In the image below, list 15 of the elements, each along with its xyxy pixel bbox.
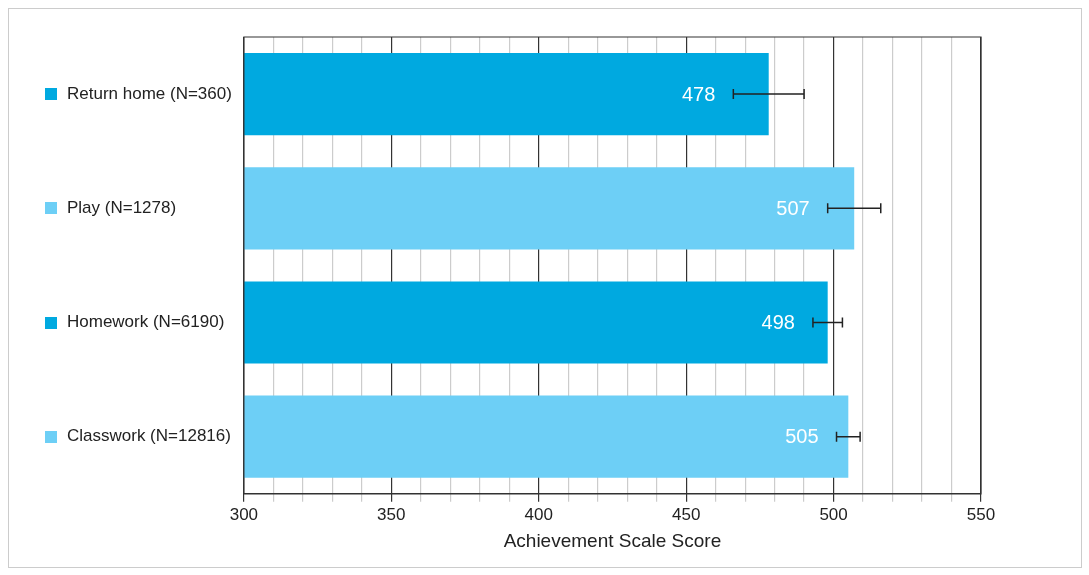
x-tick-label: 400: [524, 504, 553, 524]
x-tick-label: 350: [377, 504, 406, 524]
y-tick-label: Return home (N=360): [67, 83, 232, 103]
x-tick-label: 500: [819, 504, 848, 524]
x-tick-label: 550: [966, 504, 996, 524]
data-label: 478: [681, 82, 716, 105]
x-tick-label: 450: [671, 504, 701, 524]
data-label: 498: [761, 311, 795, 334]
y-tick-label: Play (N=1278): [67, 197, 177, 217]
x-axis-title: Achievement Scale Score: [503, 529, 722, 551]
y-tick-label: Classwork (N=12816): [67, 426, 231, 446]
y-tick-label: Homework (N=6190): [67, 312, 225, 332]
data-label: 505: [785, 425, 819, 448]
x-tick-label: 300: [229, 504, 259, 524]
data-label: 507: [776, 196, 810, 219]
